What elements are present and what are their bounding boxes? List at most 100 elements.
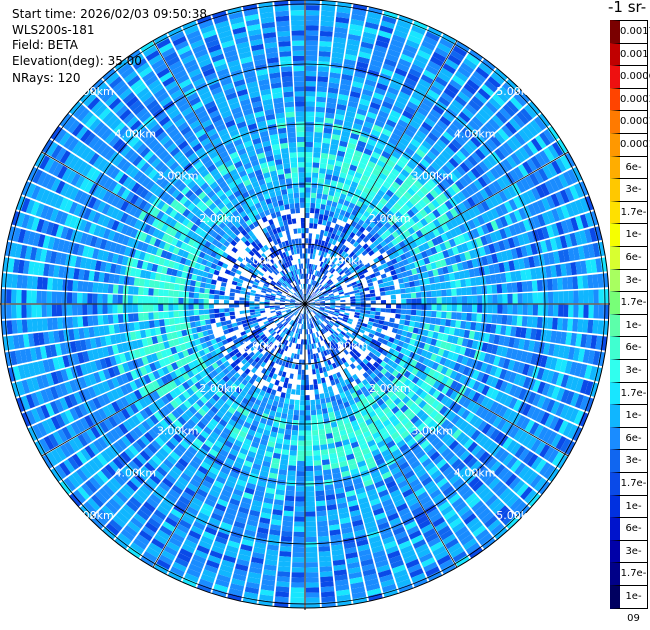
ray-gate [292, 430, 298, 436]
ray-gate [305, 223, 309, 228]
ray-gate [507, 315, 513, 325]
ray-gate [324, 392, 329, 398]
ray-gate [313, 374, 317, 379]
ray-gate [320, 31, 333, 37]
ray-gate [471, 287, 477, 295]
ray-gate [314, 218, 318, 224]
ray-gate [306, 527, 317, 532]
ray-gate [345, 299, 350, 301]
ray-gate [305, 187, 310, 192]
ray-gate [310, 249, 313, 254]
ray-gate [305, 142, 312, 147]
ray-gate [320, 158, 327, 164]
ray-gate [414, 322, 420, 328]
ray-gate [306, 71, 317, 76]
ray-gate [291, 587, 304, 592]
ray-gate [283, 382, 288, 388]
ray-gate [588, 290, 593, 303]
ray-gate [289, 404, 294, 410]
ray-gate [401, 304, 406, 309]
ray-gate [315, 394, 320, 400]
ray-gate [411, 310, 416, 315]
ray-gate [365, 314, 371, 318]
ray-gate [305, 182, 311, 187]
ray-gate [416, 310, 421, 316]
ray-gate [410, 287, 416, 293]
ray-gate [295, 506, 305, 511]
ray-gate [381, 308, 386, 312]
ray-gate [297, 456, 304, 461]
ray-gate [305, 198, 310, 203]
ray-gate [421, 298, 426, 304]
ray-gate [447, 304, 452, 311]
ray-gate [279, 551, 291, 557]
ray-gate [567, 277, 573, 290]
ray-gate [320, 21, 333, 27]
ray-gate [285, 393, 290, 399]
ray-gate [471, 313, 477, 321]
ray-gate [517, 316, 523, 326]
ray-gate [324, 184, 330, 190]
ray-gate [416, 304, 421, 309]
ray-gate [308, 248, 311, 253]
ray-gate [383, 321, 389, 326]
ray-gate [324, 179, 331, 185]
ray-gate [305, 415, 310, 420]
ray-gate [512, 316, 518, 326]
ray-gate [323, 413, 329, 419]
ray-gate [314, 137, 322, 143]
ray-gate [350, 309, 355, 312]
ray-gate [405, 288, 411, 293]
ray-gate [321, 6, 335, 12]
ray-gate [319, 551, 331, 557]
ray-gate [532, 317, 538, 328]
ray-gate [325, 397, 331, 403]
ray-gate [365, 307, 370, 310]
ray-gate [306, 132, 314, 137]
ray-gate [456, 288, 462, 295]
ray-gate [537, 280, 543, 291]
ray-gate [375, 312, 380, 316]
ray-gate [426, 291, 431, 297]
ray-gate [380, 292, 385, 296]
ray-gate [284, 501, 294, 507]
ray-gate [301, 334, 303, 339]
ray-gate [587, 275, 593, 289]
ray-gate [518, 293, 523, 303]
ray-gate [313, 162, 320, 168]
ray-gate [425, 285, 431, 291]
ray-gate [314, 213, 319, 219]
ray-gate [314, 465, 322, 471]
ray-gate [315, 127, 323, 133]
ray-gate [512, 294, 517, 304]
ray-gate [388, 322, 394, 327]
ray-gate [476, 286, 482, 294]
ray-gate [305, 385, 309, 390]
ray-gate [446, 312, 452, 319]
ray-gate [300, 344, 302, 349]
ray-gate [320, 163, 327, 169]
ray-gate [475, 277, 481, 286]
ray-gate [279, 397, 285, 403]
ray-gate [389, 318, 395, 323]
ray-gate [312, 178, 318, 183]
ray-gate [573, 305, 578, 318]
ray-gate [305, 456, 312, 461]
ray-gate [306, 496, 315, 501]
ray-gate [593, 290, 598, 304]
ray-gate [381, 296, 386, 300]
ray-gate [305, 446, 312, 451]
ray-gate [457, 296, 462, 303]
ray-gate [308, 354, 311, 359]
ray-gate [306, 552, 318, 557]
ray-gate [318, 183, 324, 189]
ray-gate [305, 461, 312, 466]
ray-gate [371, 304, 376, 307]
ray-gate [548, 305, 553, 316]
ray-gate [278, 566, 291, 572]
ray-gate [306, 66, 317, 71]
ray-gate [371, 301, 376, 304]
ray-gate [320, 398, 325, 404]
ray-gate [420, 317, 426, 323]
ray-gate [588, 305, 593, 318]
